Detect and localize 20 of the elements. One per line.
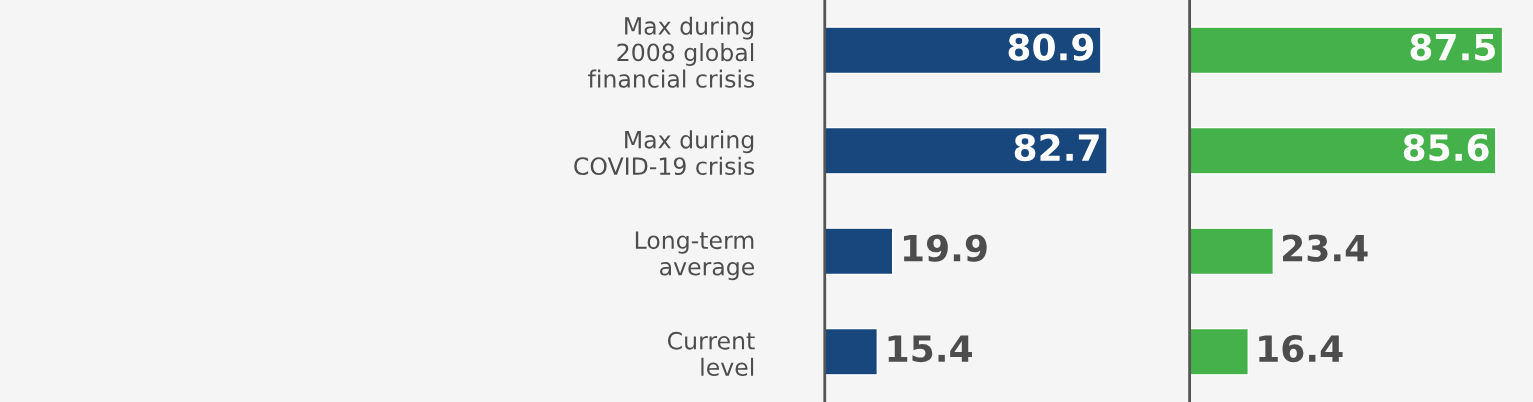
data-label: 82.7 xyxy=(1014,133,1099,162)
bar xyxy=(1189,26,1504,75)
y-tick-label: Current level xyxy=(667,331,755,377)
data-label: 19.9 xyxy=(903,234,987,262)
data-label: 85.6 xyxy=(1403,133,1489,162)
data-label: 87.5 xyxy=(1410,33,1495,61)
bar xyxy=(1189,126,1497,175)
bar xyxy=(824,327,879,376)
bar xyxy=(824,227,894,276)
y-tick-label: Max during 2008 global financial crisis xyxy=(588,16,755,88)
bar xyxy=(824,26,1102,75)
data-label: 23.4 xyxy=(1283,234,1368,262)
data-label: 80.9 xyxy=(1008,33,1094,61)
y-tick-label: Long-term average xyxy=(635,231,755,281)
y-tick-label: Max during COVID-19 crisis xyxy=(574,130,755,176)
bar xyxy=(1189,227,1275,276)
bar xyxy=(1189,327,1249,376)
data-label: 16.4 xyxy=(1259,334,1343,363)
bar xyxy=(824,126,1108,175)
data-label: 15.4 xyxy=(888,335,972,363)
